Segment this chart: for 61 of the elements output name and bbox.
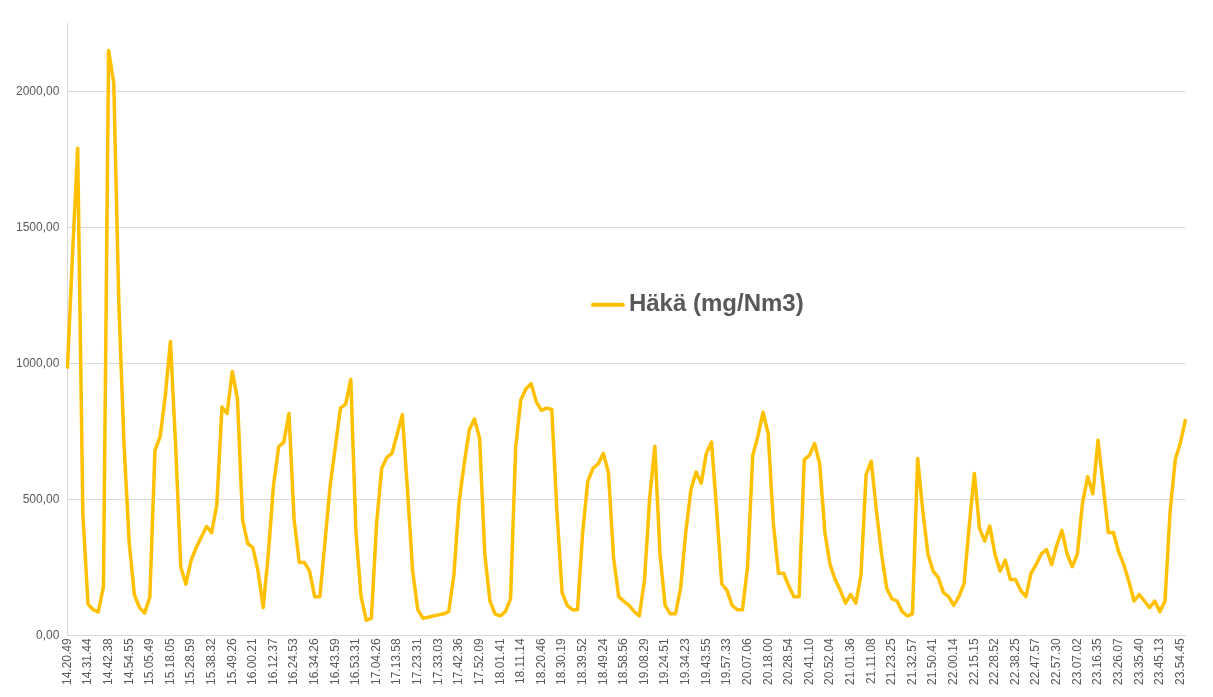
x-tick-label: 14.20.49 (59, 637, 74, 686)
x-tick-label: 15.05.49 (142, 637, 157, 686)
x-tick-label: 20.41.10 (801, 637, 816, 686)
x-tick-label: 22.28.52 (987, 637, 1002, 686)
x-tick-label: 14.31.44 (80, 637, 95, 686)
x-tick-label: 22.00.14 (946, 637, 961, 686)
x-tick-label: 16.34.26 (307, 637, 322, 686)
x-tick-label: 16.43.59 (327, 637, 342, 686)
x-tick-label: 20.18.00 (760, 637, 775, 686)
x-tick-label: 18.49.24 (595, 637, 610, 686)
x-tick-label: 20.07.06 (739, 637, 754, 686)
x-tick-label: 20.28.54 (781, 637, 796, 686)
x-tick-label: 21.23.25 (884, 637, 899, 686)
y-tick-label: 1000,00 (15, 355, 60, 370)
x-tick-label: 23.54.45 (1172, 637, 1187, 686)
x-tick-label: 22.15.15 (966, 637, 981, 686)
x-tick-label: 17.33.03 (430, 637, 445, 686)
x-tick-label: 23.45.13 (1152, 637, 1167, 686)
x-tick-label: 14.54.55 (121, 637, 136, 686)
x-tick-label: 15.49.26 (224, 637, 239, 686)
x-tick-label: 19.34.23 (678, 637, 693, 686)
x-tick-label: 18.01.41 (492, 637, 507, 686)
x-tick-label: 18.39.52 (575, 637, 589, 686)
x-tick-label: 18.20.46 (533, 637, 548, 686)
x-tick-label: 21.50.41 (925, 637, 940, 686)
x-tick-label: 22.38.25 (1007, 637, 1022, 686)
x-tick-label: 21.01.36 (842, 637, 857, 686)
x-tick-label: 17.04.26 (368, 637, 383, 686)
x-tick-label: 18.11.14 (513, 637, 528, 685)
x-tick-label: 21.32.57 (904, 637, 919, 686)
x-tick-label: 16.24.53 (286, 637, 301, 686)
x-tick-label: 16.00.21 (245, 637, 260, 686)
x-tick-label: 20.52.04 (822, 637, 837, 686)
legend-label: Häkä (mg/Nm3) (628, 289, 804, 317)
x-tick-label: 18.30.19 (554, 637, 569, 686)
x-tick-label: 14.42.38 (100, 637, 115, 686)
y-tick-label: 0,00 (36, 627, 60, 642)
y-tick-label: 500,00 (22, 491, 60, 506)
x-tick-label: 19.08.29 (636, 637, 651, 686)
x-tick-label: 16.12.37 (265, 637, 280, 686)
x-tick-label: 15.38.32 (203, 637, 218, 686)
x-tick-label: 23.26.07 (1110, 637, 1125, 686)
x-tick-label: 22.57.30 (1049, 637, 1064, 686)
x-tick-label: 15.28.59 (183, 637, 198, 686)
x-tick-label: 17.13.58 (389, 637, 404, 686)
x-tick-label: 22.47.57 (1028, 637, 1043, 686)
x-tick-label: 17.42.36 (451, 637, 466, 686)
x-tick-label: 21.11.08 (863, 637, 878, 685)
x-tick-label: 16.53.31 (348, 637, 363, 686)
x-tick-label: 15.18.05 (162, 637, 177, 686)
x-tick-label: 19.57.33 (719, 637, 734, 686)
x-tick-label: 19.24.51 (657, 637, 672, 686)
x-tick-label: 23.07.02 (1069, 637, 1084, 686)
y-tick-label: 2000,00 (15, 83, 60, 98)
x-tick-label: 18.58.56 (616, 637, 631, 686)
y-tick-label: 1500,00 (15, 219, 60, 234)
x-tick-label: 17.52.09 (471, 637, 486, 686)
x-tick-label: 23.35.40 (1131, 637, 1146, 686)
x-tick-label: 17.23.31 (410, 637, 425, 686)
x-tick-label: 19.43.55 (698, 637, 713, 686)
x-tick-label: 23.16.35 (1090, 637, 1105, 686)
